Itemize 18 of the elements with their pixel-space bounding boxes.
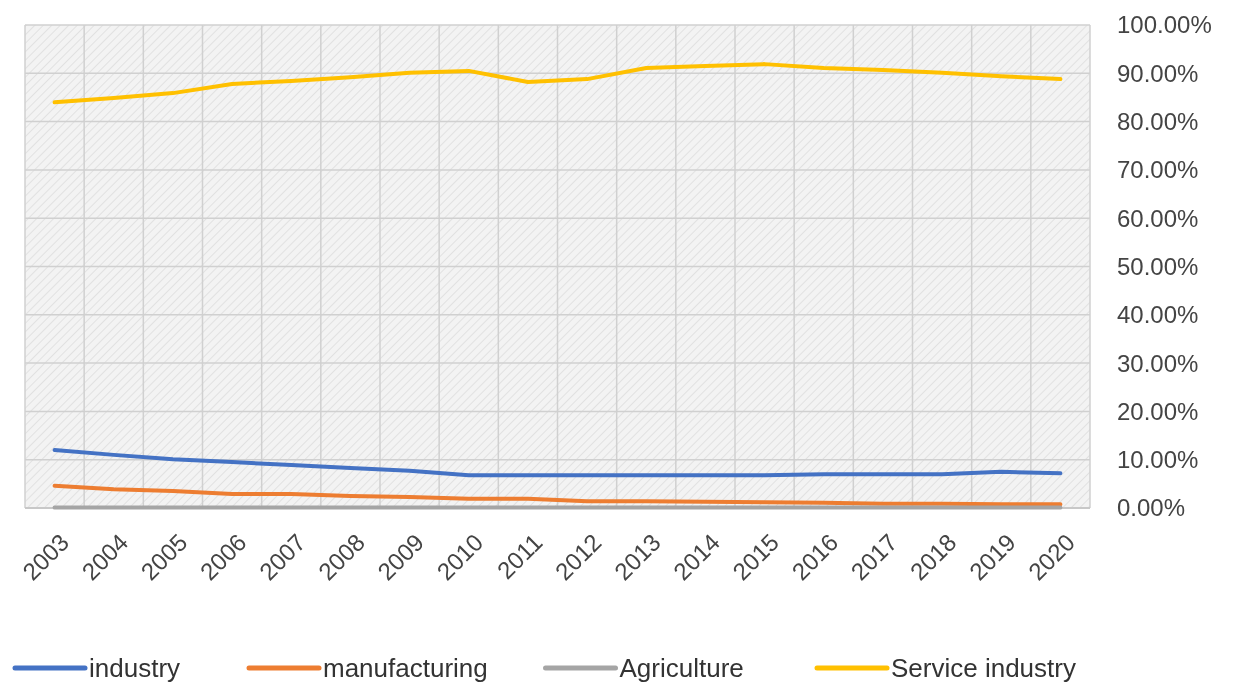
y-tick-label: 70.00% bbox=[1117, 156, 1199, 184]
legend-label: Agriculture bbox=[619, 653, 744, 683]
y-tick-label: 80.00% bbox=[1117, 108, 1199, 135]
line-series bbox=[52, 483, 1063, 507]
legend-label: Service industry bbox=[891, 653, 1076, 683]
y-tick-label: 100.00% bbox=[1117, 11, 1212, 39]
y-tick-label: 40.00% bbox=[1117, 301, 1199, 329]
y-tick-label: 50.00% bbox=[1117, 252, 1199, 280]
y-tick-label: 30.00% bbox=[1117, 349, 1199, 377]
line-series bbox=[52, 62, 1063, 105]
y-tick-label: 20.00% bbox=[1117, 397, 1199, 425]
legend-label: manufacturing bbox=[323, 653, 488, 683]
line-series bbox=[52, 448, 1063, 478]
legend-label: industry bbox=[89, 653, 181, 683]
y-tick-label: 0.00% bbox=[1117, 494, 1186, 522]
y-tick-label: 90.00% bbox=[1117, 59, 1199, 87]
y-tick-label: 10.00% bbox=[1117, 446, 1199, 474]
y-tick-label: 60.00% bbox=[1117, 204, 1199, 232]
